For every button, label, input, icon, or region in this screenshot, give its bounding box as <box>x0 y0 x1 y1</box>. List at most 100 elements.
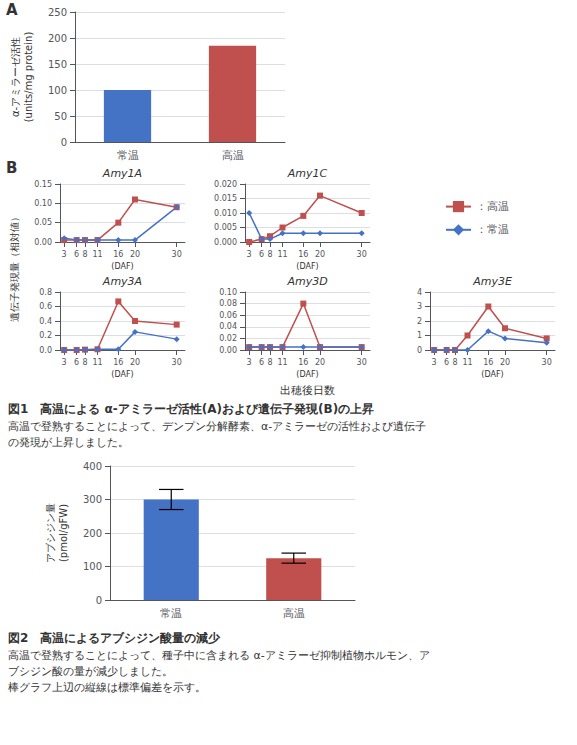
svg-text:：常温: ：常温 <box>476 223 509 236</box>
svg-text:3: 3 <box>247 358 252 367</box>
svg-text:3: 3 <box>432 358 437 367</box>
svg-text:高温で登熟することによって、種子中に含まれる α-アミラーゼ: 高温で登熟することによって、種子中に含まれる α-アミラーゼ抑制植物ホルモン、ア <box>8 649 430 662</box>
svg-text:0.08: 0.08 <box>219 299 237 308</box>
svg-text:0.10: 0.10 <box>219 288 237 297</box>
svg-text:高温で登熟することによって、デンプン分解酵素、α-アミラーゼ: 高温で登熟することによって、デンプン分解酵素、α-アミラーゼの活性および遺伝子 <box>8 420 426 433</box>
svg-text:B: B <box>6 159 17 177</box>
svg-text:Amy3D: Amy3D <box>286 275 327 288</box>
svg-text:Amy1C: Amy1C <box>287 167 328 180</box>
svg-text:0.2: 0.2 <box>39 331 52 340</box>
svg-text:0.04: 0.04 <box>219 322 237 331</box>
svg-text:：高温: ：高温 <box>476 200 509 213</box>
svg-text:6: 6 <box>444 358 449 367</box>
svg-text:0.00: 0.00 <box>34 238 52 247</box>
svg-text:3: 3 <box>247 250 252 259</box>
svg-text:常温: 常温 <box>160 607 182 620</box>
svg-text:30: 30 <box>172 358 182 367</box>
svg-text:20: 20 <box>130 250 140 259</box>
svg-text:20: 20 <box>315 358 325 367</box>
svg-text:16: 16 <box>298 358 308 367</box>
svg-text:α-アミラーゼ活性: α-アミラーゼ活性 <box>10 37 21 117</box>
svg-text:30: 30 <box>542 358 552 367</box>
svg-text:(DAF): (DAF) <box>111 370 133 379</box>
svg-text:100: 100 <box>83 561 102 572</box>
svg-text:11: 11 <box>92 358 102 367</box>
svg-text:棒グラフ上辺の縦線は標準偏差を示す。: 棒グラフ上辺の縦線は標準偏差を示す。 <box>8 681 206 694</box>
svg-text:200: 200 <box>48 33 67 44</box>
svg-text:16: 16 <box>483 358 493 367</box>
svg-text:0.00: 0.00 <box>219 346 237 355</box>
svg-text:高温: 高温 <box>222 149 244 162</box>
svg-text:0.6: 0.6 <box>39 302 52 311</box>
svg-text:図2 高温によるアブシジン酸量の減少: 図2 高温によるアブシジン酸量の減少 <box>8 631 221 645</box>
svg-text:150: 150 <box>48 59 67 70</box>
svg-text:0.10: 0.10 <box>34 199 52 208</box>
svg-text:100: 100 <box>48 85 67 96</box>
svg-text:8: 8 <box>267 250 272 259</box>
svg-text:8: 8 <box>82 358 87 367</box>
svg-text:Amy3E: Amy3E <box>472 275 512 288</box>
svg-text:8: 8 <box>452 358 457 367</box>
svg-text:0.000: 0.000 <box>214 238 237 247</box>
svg-text:0.05: 0.05 <box>34 218 52 227</box>
svg-text:6: 6 <box>259 358 264 367</box>
svg-text:11: 11 <box>277 250 287 259</box>
svg-text:0.015: 0.015 <box>214 194 237 203</box>
svg-text:0: 0 <box>61 137 67 148</box>
svg-text:16: 16 <box>113 250 123 259</box>
svg-text:Amy3A: Amy3A <box>102 275 142 288</box>
svg-text:3: 3 <box>62 250 67 259</box>
svg-text:遺伝子発現量（相対値）: 遺伝子発現量（相対値） <box>9 212 20 322</box>
svg-text:ブシジン酸の量が減少しました。: ブシジン酸の量が減少しました。 <box>8 665 173 678</box>
svg-text:30: 30 <box>172 250 182 259</box>
svg-text:0.8: 0.8 <box>39 288 52 297</box>
svg-text:(DAF): (DAF) <box>296 370 318 379</box>
svg-text:(DAF): (DAF) <box>481 370 503 379</box>
svg-text:50: 50 <box>54 111 67 122</box>
svg-text:(DAF): (DAF) <box>296 262 318 271</box>
svg-text:0.010: 0.010 <box>214 209 237 218</box>
svg-text:0.0: 0.0 <box>39 346 52 355</box>
svg-text:(pmol/gFW): (pmol/gFW) <box>58 504 69 562</box>
svg-text:A: A <box>6 1 18 19</box>
svg-text:8: 8 <box>267 358 272 367</box>
svg-text:高温: 高温 <box>283 607 305 620</box>
svg-text:8: 8 <box>82 250 87 259</box>
svg-text:の発現が上昇しました。: の発現が上昇しました。 <box>8 436 129 449</box>
svg-text:3: 3 <box>417 302 422 311</box>
svg-text:0: 0 <box>417 346 422 355</box>
svg-text:6: 6 <box>259 250 264 259</box>
svg-text:6: 6 <box>74 250 79 259</box>
svg-text:1: 1 <box>417 331 422 340</box>
svg-text:4: 4 <box>417 288 422 297</box>
svg-text:16: 16 <box>298 250 308 259</box>
svg-text:0: 0 <box>96 595 102 606</box>
svg-text:2: 2 <box>417 317 422 326</box>
svg-text:20: 20 <box>500 358 510 367</box>
svg-text:6: 6 <box>74 358 79 367</box>
svg-text:3: 3 <box>62 358 67 367</box>
svg-text:250: 250 <box>48 7 67 18</box>
svg-text:Amy1A: Amy1A <box>102 167 142 180</box>
svg-text:0.15: 0.15 <box>34 180 52 189</box>
svg-text:出穂後日数: 出穂後日数 <box>280 384 335 397</box>
svg-text:11: 11 <box>92 250 102 259</box>
svg-text:常温: 常温 <box>117 149 139 162</box>
svg-text:0.06: 0.06 <box>219 311 237 320</box>
svg-text:11: 11 <box>277 358 287 367</box>
svg-text:0.02: 0.02 <box>219 334 237 343</box>
svg-text:(units/mg protein): (units/mg protein) <box>23 32 34 123</box>
svg-text:図1 高温による α-アミラーゼ活性(A)および遺伝子発現(: 図1 高温による α-アミラーゼ活性(A)および遺伝子発現(B)の上昇 <box>8 402 374 416</box>
svg-text:0.4: 0.4 <box>39 317 52 326</box>
svg-text:30: 30 <box>357 250 367 259</box>
svg-text:20: 20 <box>315 250 325 259</box>
svg-text:20: 20 <box>130 358 140 367</box>
svg-text:アブシジン量: アブシジン量 <box>45 503 56 563</box>
svg-text:30: 30 <box>357 358 367 367</box>
svg-text:300: 300 <box>83 494 102 505</box>
svg-text:11: 11 <box>462 358 472 367</box>
svg-text:400: 400 <box>83 461 102 472</box>
svg-text:16: 16 <box>113 358 123 367</box>
svg-text:0.005: 0.005 <box>214 223 237 232</box>
svg-text:200: 200 <box>83 528 102 539</box>
